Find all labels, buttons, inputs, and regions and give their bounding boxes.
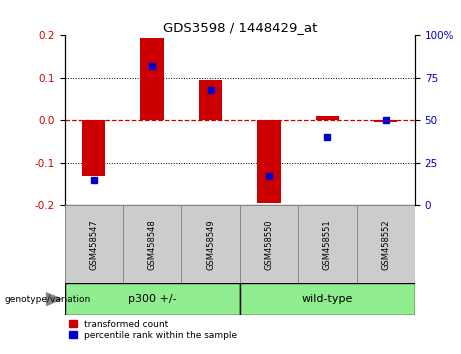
Text: GSM458548: GSM458548 [148,219,157,270]
Bar [374,120,397,122]
Text: GSM458549: GSM458549 [206,219,215,270]
Bar [65,205,123,283]
Bar [240,283,415,315]
Title: GDS3598 / 1448429_at: GDS3598 / 1448429_at [163,21,317,34]
Bar [181,205,240,283]
Bar [298,205,356,283]
Bar [65,283,240,315]
Text: GSM458552: GSM458552 [381,219,390,270]
Text: GSM458547: GSM458547 [89,219,98,270]
Text: GSM458551: GSM458551 [323,219,332,270]
Text: p300 +/-: p300 +/- [128,294,177,304]
Bar [356,205,415,283]
Bar [257,120,281,203]
Polygon shape [47,293,61,306]
Bar [316,116,339,120]
Text: wild-type: wild-type [301,294,353,304]
Bar [199,80,222,120]
Text: GSM458550: GSM458550 [265,219,273,270]
Bar [123,205,181,283]
Text: genotype/variation: genotype/variation [5,295,91,304]
Bar [82,120,106,176]
Bar [141,38,164,120]
Legend: transformed count, percentile rank within the sample: transformed count, percentile rank withi… [69,320,237,340]
Bar [240,205,298,283]
